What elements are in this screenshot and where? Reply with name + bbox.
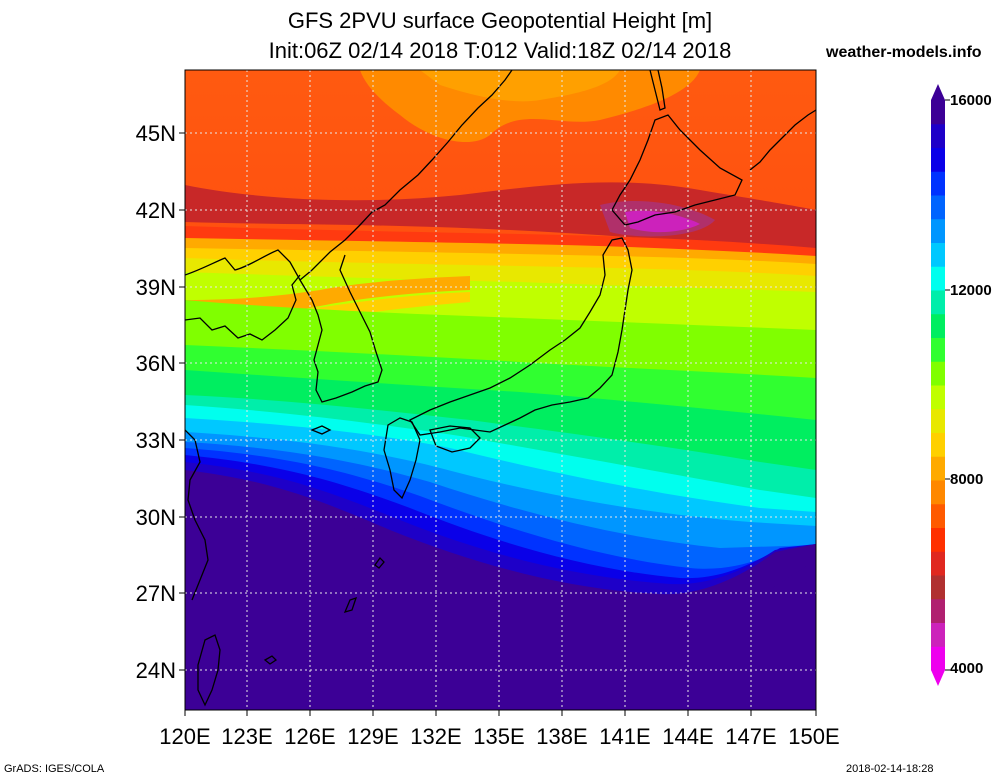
lon-label: 147E <box>725 724 777 749</box>
colorbar-swatch <box>931 480 945 505</box>
colorbar-swatch <box>931 575 945 600</box>
lon-label: 132E <box>410 724 462 749</box>
colorbar-max-arrow <box>931 84 945 100</box>
colorbar-label: 4000 <box>950 660 984 677</box>
lon-label: 138E <box>536 724 588 749</box>
colorbar-swatch <box>931 242 945 267</box>
colorbar-swatch <box>931 551 945 576</box>
colorbar-swatch <box>931 337 945 362</box>
colorbar-swatch <box>931 432 945 457</box>
lon-label: 126E <box>284 724 336 749</box>
colorbar-swatch <box>931 218 945 243</box>
plot-frame <box>184 69 817 711</box>
axis-ticks <box>179 132 817 716</box>
colorbar-label: 16000 <box>950 92 992 109</box>
lat-label: 30N <box>135 505 176 530</box>
render-timestamp: 2018-02-14-18:28 <box>846 763 934 775</box>
colorbar-swatch <box>931 385 945 410</box>
colorbar-swatch <box>931 313 945 338</box>
colorbar-swatch <box>931 456 945 481</box>
lat-label: 24N <box>135 658 176 683</box>
colorbar-swatch <box>931 646 945 671</box>
colorbar-swatch <box>931 266 945 291</box>
colorbar-swatch <box>931 100 945 125</box>
colorbar-swatch <box>931 361 945 386</box>
colorbar <box>931 84 950 686</box>
colorbar-min-arrow <box>931 670 945 686</box>
colorbar-swatch <box>931 622 945 647</box>
lon-label: 141E <box>599 724 651 749</box>
colorbar-label: 8000 <box>950 471 984 488</box>
lon-label: 129E <box>347 724 399 749</box>
lat-label: 42N <box>135 198 176 223</box>
colorbar-swatch <box>931 408 945 433</box>
coastlines <box>185 70 816 707</box>
colorbar-swatch <box>931 123 945 148</box>
lon-label: 123E <box>221 724 273 749</box>
lon-label: 150E <box>788 724 840 749</box>
colorbar-swatch <box>931 195 945 220</box>
height-field <box>185 70 816 710</box>
colorbar-swatch <box>931 527 945 552</box>
colorbar-swatch <box>931 147 945 172</box>
colorbar-swatch <box>931 290 945 315</box>
lat-label: 27N <box>135 581 176 606</box>
lon-label: 144E <box>662 724 714 749</box>
colorbar-swatch <box>931 171 945 196</box>
colorbar-swatch <box>931 503 945 528</box>
lon-label: 135E <box>473 724 525 749</box>
grid <box>185 70 816 710</box>
lat-label: 39N <box>135 275 176 300</box>
software-credit: GrADS: IGES/COLA <box>4 763 105 775</box>
lat-label: 33N <box>135 428 176 453</box>
colorbar-label: 12000 <box>950 282 992 299</box>
lat-label: 36N <box>135 351 176 376</box>
colorbar-swatch <box>931 598 945 623</box>
title-line-1: GFS 2PVU surface Geopotential Height [m] <box>287 8 713 33</box>
lon-label: 120E <box>159 724 211 749</box>
title-line-2: Init:06Z 02/14 2018 T:012 Valid:18Z 02/1… <box>268 38 732 63</box>
lat-label: 45N <box>135 121 176 146</box>
site-label: weather-models.info <box>826 44 982 61</box>
